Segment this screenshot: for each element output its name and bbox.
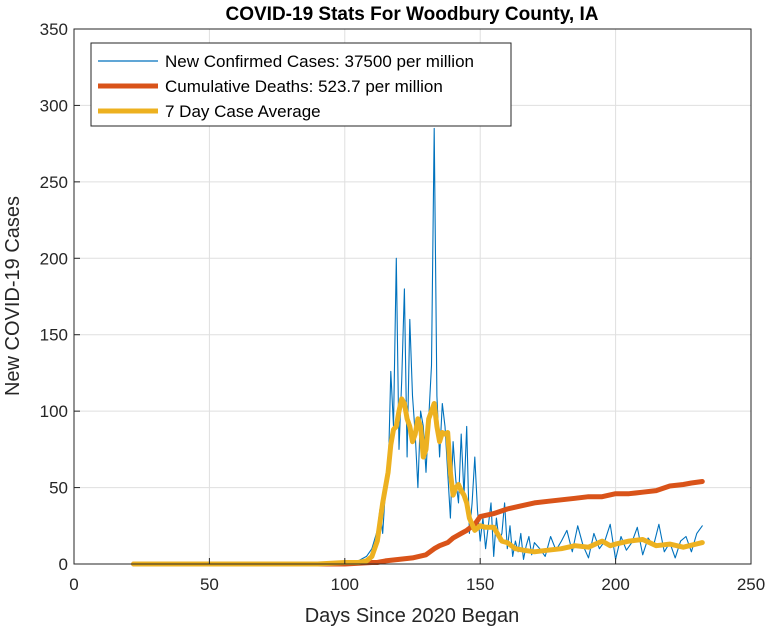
chart-title: COVID-19 Stats For Woodbury County, IA xyxy=(226,4,599,25)
series-new-confirmed-cases xyxy=(133,127,703,565)
series-7-day-average xyxy=(131,396,705,567)
legend-label-deaths: Cumulative Deaths: 523.7 per million xyxy=(165,77,443,96)
x-tick-label: 50 xyxy=(200,575,219,594)
y-tick-label: 150 xyxy=(40,326,68,345)
y-axis-label: New COVID-19 Cases xyxy=(2,196,24,396)
y-tick-label: 250 xyxy=(40,173,68,192)
legend: New Confirmed Cases: 37500 per million C… xyxy=(90,42,512,127)
x-tick-label: 0 xyxy=(69,575,78,594)
x-tick-label: 100 xyxy=(331,575,359,594)
legend-label-7day: 7 Day Case Average xyxy=(165,102,321,121)
y-tick-label: 300 xyxy=(40,96,68,115)
x-tick-label: 200 xyxy=(601,575,629,594)
x-tick-label: 250 xyxy=(737,575,765,594)
series-layer xyxy=(131,127,705,567)
plot-frame xyxy=(73,28,752,565)
y-tick-label: 50 xyxy=(49,479,68,498)
x-axis-label: Days Since 2020 Began xyxy=(305,605,520,627)
axis-ticks: 0 50 100 150 200 250 0 50 100 150 200 250 300 350 xyxy=(40,20,766,594)
legend-box xyxy=(90,42,512,127)
legend-label-new-cases: New Confirmed Cases: 37500 per million xyxy=(165,52,474,71)
series-cumulative-deaths xyxy=(131,479,705,567)
y-tick-label: 100 xyxy=(40,402,68,421)
x-tick-label: 150 xyxy=(466,575,494,594)
y-tick-label: 200 xyxy=(40,249,68,268)
y-tick-label: 350 xyxy=(40,20,68,39)
y-tick-label: 0 xyxy=(59,555,68,574)
